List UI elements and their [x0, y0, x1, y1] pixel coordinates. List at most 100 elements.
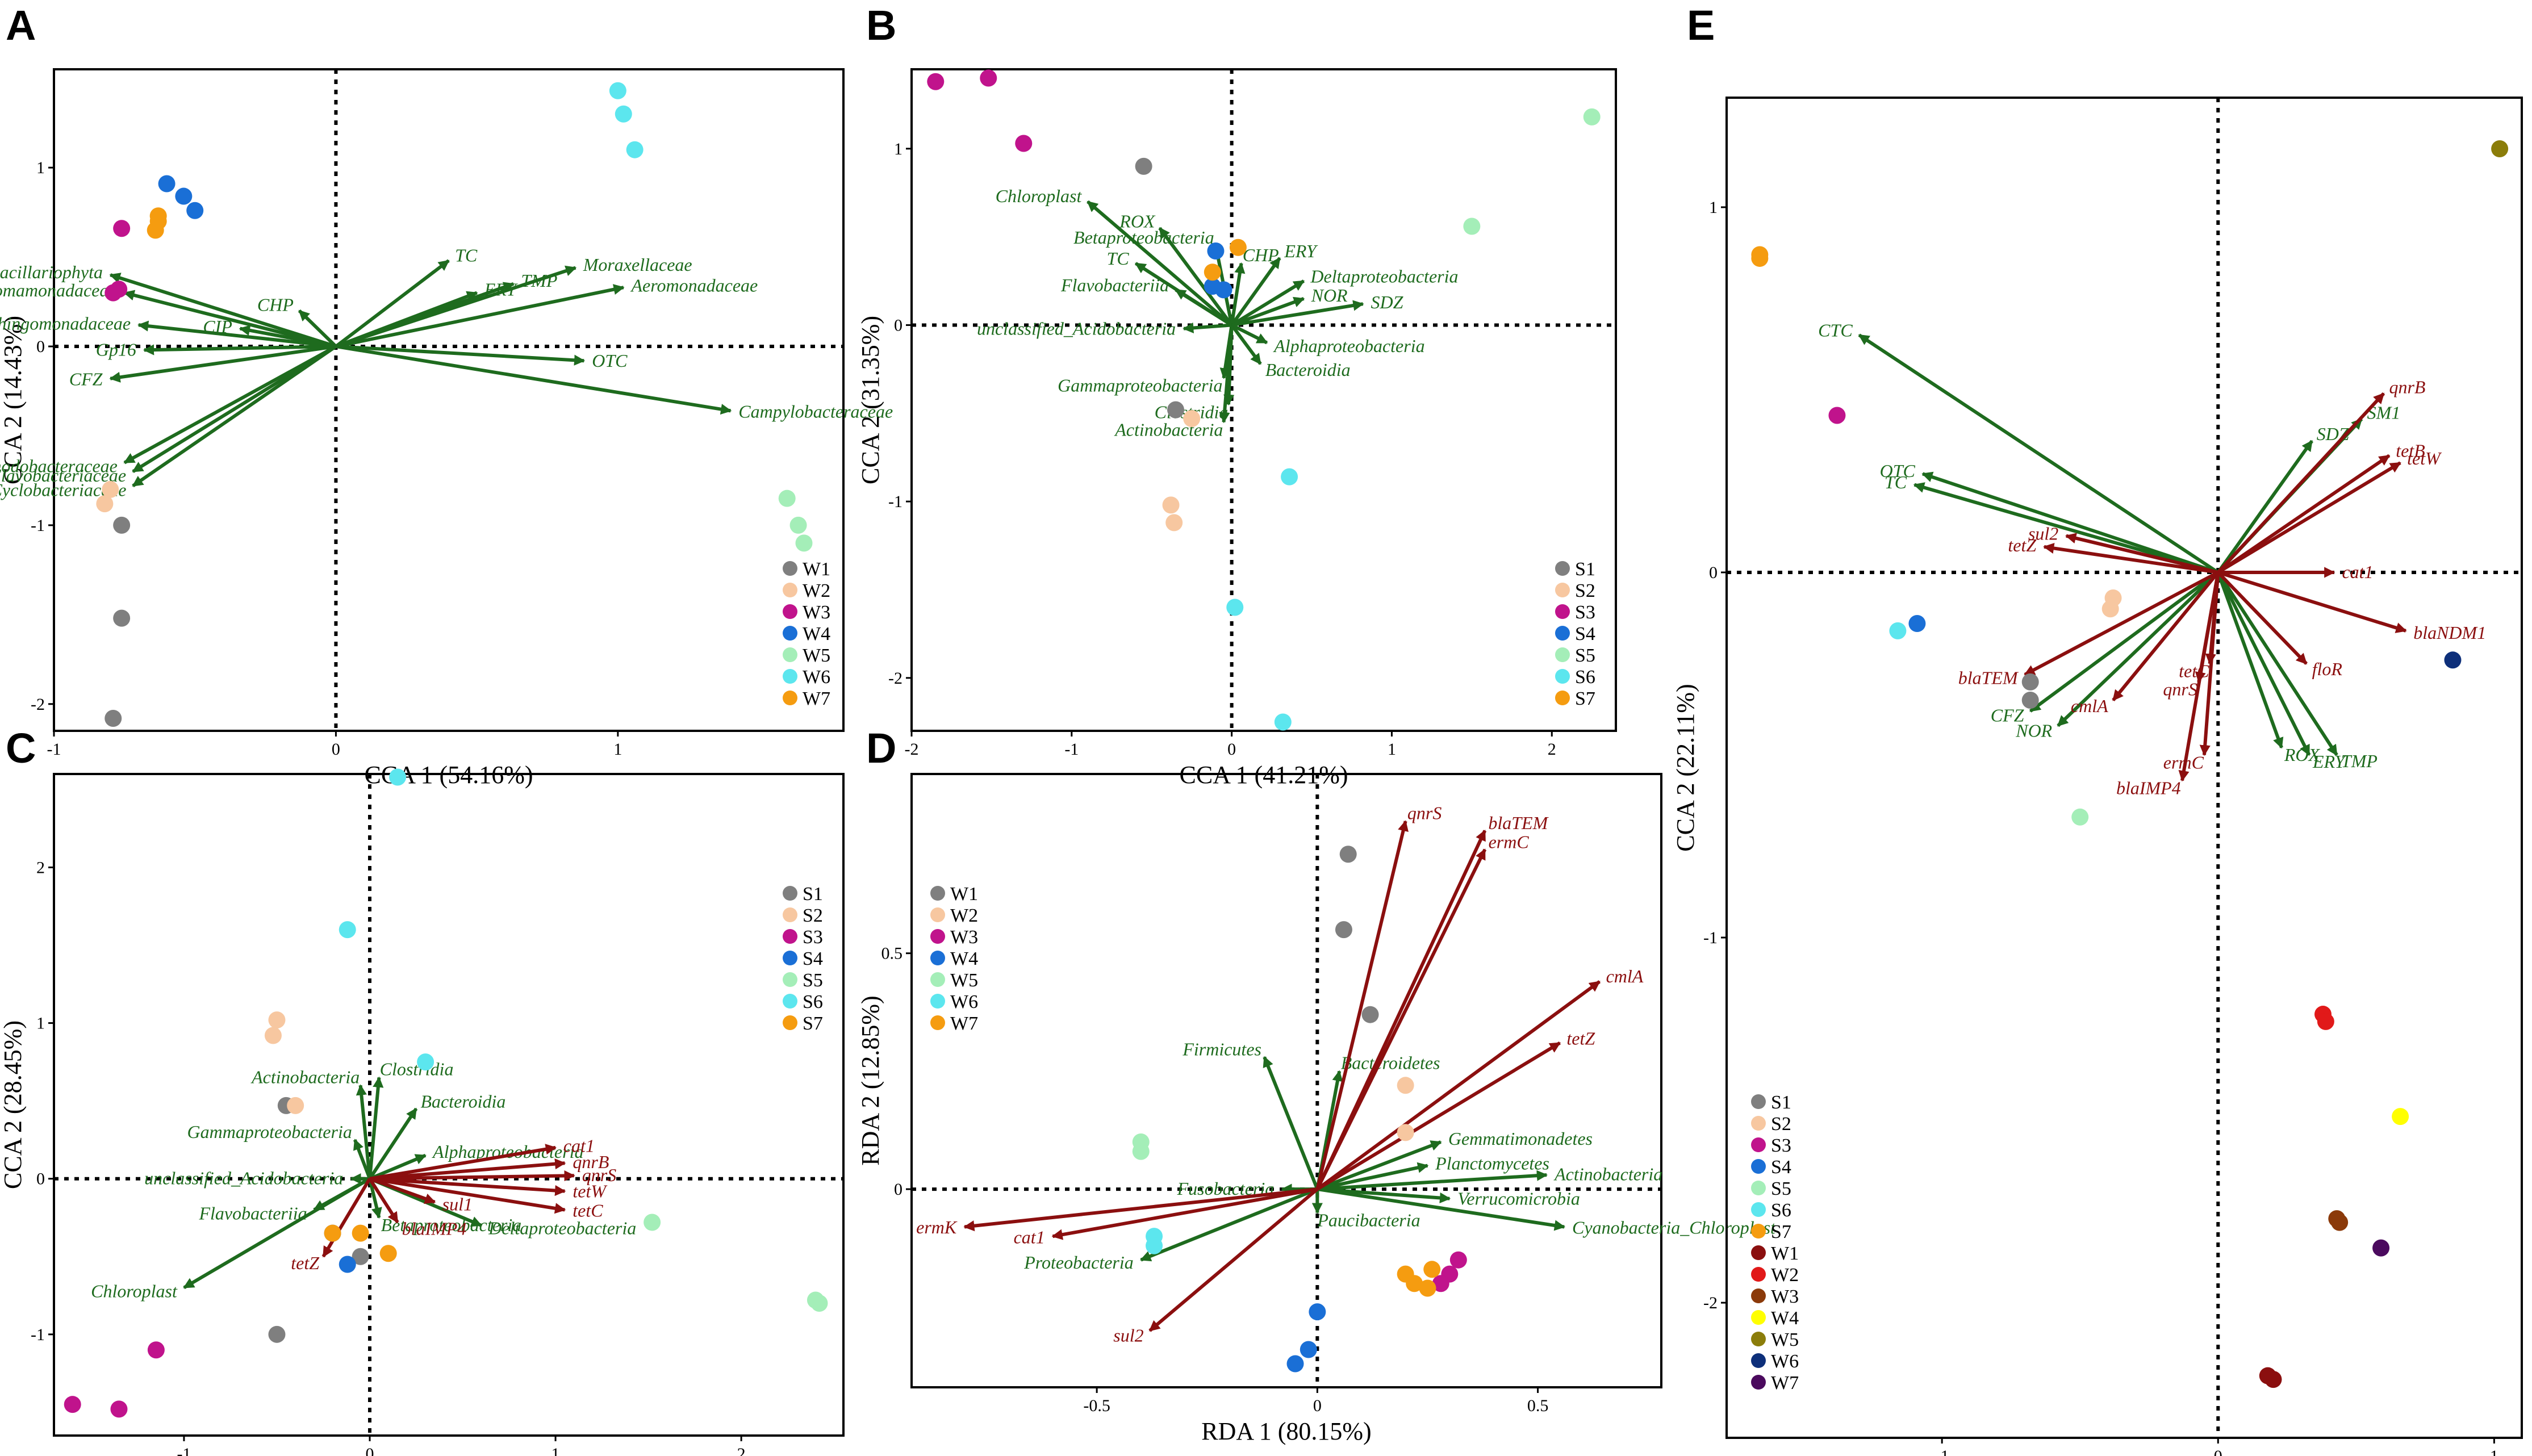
legend-label: W5	[803, 645, 830, 666]
sample-point	[64, 1396, 81, 1413]
y-axis-title: RDA 2 (12.85%)	[856, 995, 884, 1165]
vector-arrow	[1317, 1162, 1429, 1191]
vector-label: blaTEM	[1488, 813, 1549, 833]
vector-label: TC	[1885, 472, 1907, 492]
sample-point	[1274, 713, 1292, 731]
sample-point	[1583, 108, 1601, 125]
legend-label: S5	[803, 970, 823, 991]
legend-label: W5	[950, 970, 978, 991]
legend-swatch	[783, 626, 797, 641]
sample-point	[102, 480, 119, 498]
vector-arrow	[369, 1170, 575, 1182]
vector-label: TC	[455, 245, 478, 265]
sample-point	[1204, 263, 1221, 281]
sample-point	[158, 175, 176, 193]
vector-label: CIP	[203, 316, 232, 337]
legend-label: W1	[950, 884, 978, 905]
vector-label: sul2	[1113, 1325, 1143, 1345]
legend-swatch	[1751, 1159, 1766, 1174]
legend-label: S6	[1575, 667, 1595, 688]
vector-label: qnrS	[1407, 802, 1442, 823]
vector-arrow	[1315, 820, 1409, 1190]
vector-label: Deltaproteobacteria	[488, 1217, 636, 1238]
sample-point	[1463, 217, 1481, 235]
sample-point	[417, 1053, 434, 1071]
vector-arrow	[335, 345, 732, 415]
vector-label: OTC	[1880, 461, 1916, 481]
legend-swatch	[1555, 647, 1570, 662]
y-tick-label: -1	[31, 516, 45, 535]
legend-label: W1	[803, 559, 830, 580]
vector-arrow	[1858, 333, 2219, 574]
vector-arrow	[369, 1177, 566, 1214]
panel-letter-A: A	[6, 2, 36, 49]
vector-arrow	[109, 345, 336, 383]
sample-point	[1229, 239, 1247, 256]
legend-swatch	[1751, 1202, 1766, 1217]
vector-label: ermC	[1489, 831, 1530, 852]
sample-point	[1204, 278, 1221, 295]
sample-point	[379, 1245, 397, 1262]
vector-label: Betaproteobacteria	[1073, 227, 1214, 248]
vector-arrow	[2216, 571, 2311, 756]
vector-label: Verrucomicrobia	[1457, 1189, 1580, 1209]
panel-letter-C: C	[6, 725, 36, 772]
vector-label: blaTEM	[1958, 668, 2019, 688]
legend-label: W4	[950, 948, 978, 969]
vector-label: Gemmatimonadetes	[1448, 1128, 1593, 1149]
sample-point	[1335, 921, 1352, 939]
sample-point	[1281, 468, 1298, 486]
vector-label: CFZ	[69, 369, 103, 390]
y-tick-label: 0	[36, 337, 45, 356]
vector-label: Planctomycetes	[1435, 1153, 1549, 1174]
vector-arrow	[1087, 200, 1233, 327]
sample-point	[268, 1325, 286, 1343]
vector-arrow	[1230, 262, 1246, 325]
legend-swatch	[930, 907, 945, 922]
legend-swatch	[783, 604, 797, 619]
sample-point	[927, 73, 945, 90]
vector-label: blaNDM1	[2413, 622, 2486, 643]
legend-label: S1	[1771, 1092, 1791, 1113]
vector-label: Bacteroidia	[1265, 359, 1351, 380]
sample-point	[609, 82, 626, 99]
legend-label: S7	[1575, 688, 1595, 709]
sample-point	[264, 1027, 282, 1044]
sample-point	[1146, 1237, 1163, 1254]
vector-label: CFZ	[1991, 705, 2025, 726]
vector-label: CTC	[1818, 320, 1853, 340]
legend-swatch	[930, 951, 945, 965]
legend-swatch	[783, 907, 797, 922]
sample-point	[1162, 496, 1180, 514]
vector-arrow	[2043, 542, 2218, 574]
vector-arrow	[1051, 1187, 1318, 1240]
legend-swatch	[783, 691, 797, 705]
legend-swatch	[1555, 583, 1570, 597]
vector-label: tetC	[573, 1200, 603, 1221]
legend-label: W4	[803, 624, 830, 645]
vector-label: Chloroplast	[91, 1281, 178, 1302]
x-tick-label: -1	[47, 740, 61, 759]
sample-point	[1423, 1261, 1441, 1278]
y-tick-label: 0	[1709, 563, 1718, 582]
sample-point	[778, 489, 796, 507]
x-tick-label: 0	[366, 1445, 374, 1456]
legend-swatch	[930, 972, 945, 987]
vector-arrow	[239, 325, 336, 348]
sample-point	[1449, 1251, 1467, 1269]
vector-arrow	[1317, 1170, 1548, 1191]
legend-label: S3	[1575, 602, 1595, 623]
legend-label: S5	[1575, 645, 1595, 666]
vector-arrow	[2217, 454, 2391, 574]
sample-point	[1286, 1355, 1304, 1373]
y-tick-label: 1	[36, 158, 45, 177]
legend-label: S6	[803, 991, 823, 1012]
vector-label: CHP	[257, 294, 294, 315]
legend-swatch	[783, 647, 797, 662]
legend-swatch	[1751, 1137, 1766, 1152]
y-axis-title: CCA 2 (28.45%)	[0, 1020, 27, 1189]
